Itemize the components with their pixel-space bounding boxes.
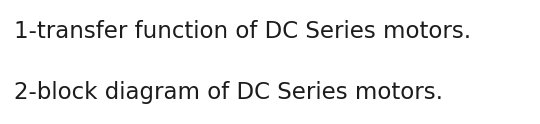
Text: 2-block diagram of DC Series motors.: 2-block diagram of DC Series motors. [14,81,442,105]
Text: 1-transfer function of DC Series motors.: 1-transfer function of DC Series motors. [14,19,471,43]
